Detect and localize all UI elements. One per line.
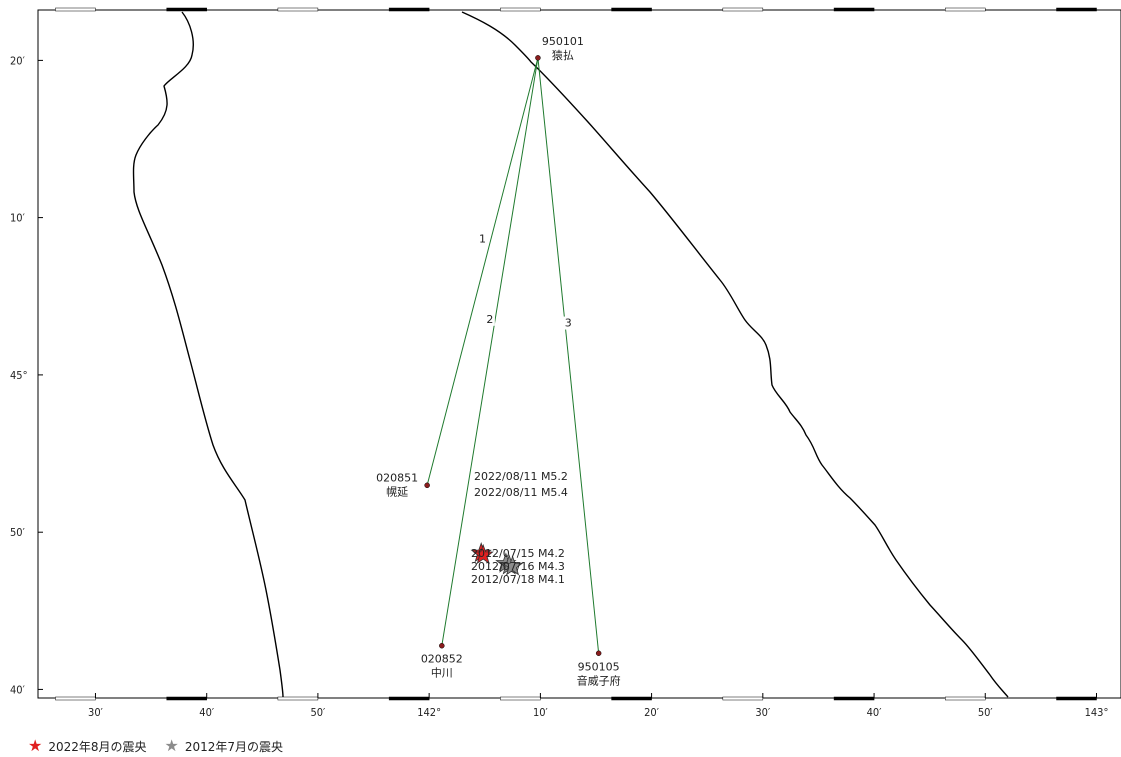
baseline-layer: 1 2 3 [426, 57, 600, 654]
baseline-label-bg [563, 316, 574, 330]
frame-segment-bottom [611, 696, 652, 701]
station-marker-020851 [424, 482, 430, 489]
frame-segment-bottom [388, 696, 430, 701]
frame-segment-top [611, 7, 652, 12]
lon-tick-label: 40′ [199, 706, 215, 719]
frame-segment-top [945, 7, 986, 12]
station-name: 中川 [431, 667, 453, 680]
latitude-axis: 40′ 50′ 45° 10′ 20′ [10, 54, 43, 696]
frame-segment-bottom [500, 696, 541, 701]
legend: ★ 2022年8月の震央 ★ 2012年7月の震央 [28, 737, 301, 755]
lon-tick-label: 50′ [310, 706, 326, 719]
frame-segment-top [55, 7, 96, 12]
baseline-label-3: 3 [565, 317, 572, 330]
station-marker-020852 [439, 642, 445, 649]
epicenter-2022-label: 2022/08/11 M5.2 [474, 470, 568, 483]
lat-tick-label: 45° [10, 369, 28, 382]
lon-tick-label: 40′ [867, 706, 883, 719]
lon-tick-label: 30′ [755, 706, 771, 719]
frame-segment-bottom [945, 696, 986, 701]
legend-item-2012: ★ 2012年7月の震央 [165, 738, 284, 755]
red-star-icon: ★ [28, 736, 43, 755]
east-coastline [461, 11, 1009, 698]
legend-label-2012: 2012年7月の震央 [184, 739, 284, 754]
frame-segment-bottom [1056, 696, 1097, 701]
epicenter-2012-label: 2012/07/15 M4.2 [471, 547, 565, 560]
coastline-layer [132, 11, 1009, 698]
gray-star-icon: ★ [164, 736, 179, 755]
lat-tick-label: 40′ [10, 683, 26, 696]
baseline-3 [537, 57, 600, 654]
lon-tick-label: 10′ [533, 706, 549, 719]
map-frame [37, 7, 1121, 701]
frame-segment-bottom [277, 696, 319, 701]
baseline-label-bg [477, 232, 488, 246]
frame-segment-top [722, 7, 764, 12]
station-marker-950105 [595, 650, 602, 657]
station-name: 音威子府 [577, 673, 621, 687]
epicenter-2022-label: 2022/08/11 M5.4 [474, 486, 568, 499]
epicenter-2012-label: 2012/07/16 M4.3 [471, 560, 565, 573]
station-marker-950101 [535, 55, 541, 61]
lon-tick-label: 20′ [644, 706, 660, 719]
frame-segment-top [277, 7, 319, 12]
lon-tick-label: 142° [417, 706, 441, 719]
baseline-label-2: 2 [486, 313, 493, 326]
station-code: 950101 [542, 35, 584, 48]
frame-segment-bottom [166, 696, 207, 701]
legend-item-2022: ★ 2022年8月の震央 [28, 738, 147, 755]
station-name: 幌延 [386, 484, 408, 498]
lon-tick-label: 143° [1085, 706, 1109, 719]
epicenter-labels: 2022/08/11 M5.2 2022/08/11 M5.4 2012/07/15… [471, 470, 568, 586]
lon-tick-label: 50′ [978, 706, 994, 719]
frame-segment-bottom [55, 696, 96, 701]
frame-segment-bottom [833, 696, 875, 701]
epicenter-2012-star [501, 555, 524, 576]
frame-segment-top [1056, 7, 1097, 12]
baseline-label-bg [484, 312, 495, 326]
frame-segment-top [388, 7, 430, 12]
station-code: 950105 [578, 660, 620, 673]
baseline-1 [426, 57, 539, 486]
longitude-axis: 30′ 40′ 50′ 142° 10′ 20′ 30′ 40′ 50′ 143° [88, 693, 1108, 719]
frame-segment-top [833, 7, 875, 12]
lat-tick-label: 20′ [10, 54, 26, 67]
lon-tick-label: 30′ [88, 706, 104, 719]
frame-segment-top [166, 7, 207, 12]
epicenter-2012-label: 2012/07/18 M4.1 [471, 573, 565, 586]
west-coastline [132, 11, 284, 698]
lat-tick-label: 50′ [10, 526, 26, 539]
epicenter-2022-star [472, 543, 494, 565]
lat-tick-label: 10′ [10, 212, 26, 225]
legend-label-2022: 2022年8月の震央 [48, 739, 147, 754]
baseline-label-1: 1 [479, 233, 486, 246]
epicenter-layer [470, 541, 524, 576]
station-code: 020851 [376, 471, 418, 484]
frame-segment-bottom [722, 696, 764, 701]
station-name: 猿払 [552, 48, 574, 62]
frame-segment-top [500, 7, 541, 12]
baseline-2 [441, 57, 539, 646]
station-code: 020852 [421, 653, 463, 666]
